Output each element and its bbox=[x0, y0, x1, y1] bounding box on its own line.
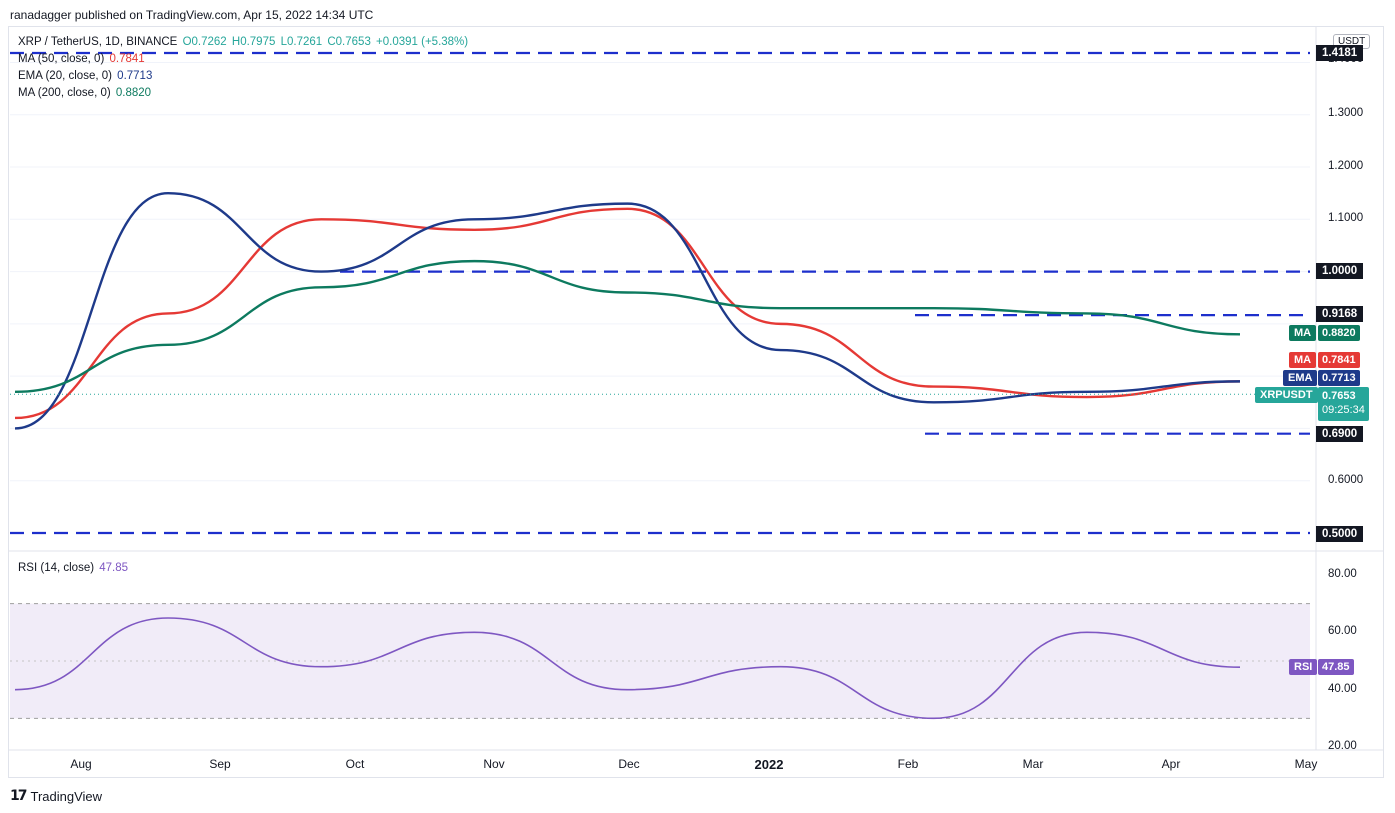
symbol-legend[interactable]: XRP / TetherUS, 1D, BINANCE O0.7262 H0.7… bbox=[18, 36, 468, 48]
ma200-legend[interactable]: MA (200, close, 0) 0.8820 bbox=[18, 87, 151, 99]
time-label: Dec bbox=[618, 757, 640, 771]
ma50-label: MA (50, close, 0) bbox=[18, 53, 105, 65]
ma50-value: 0.7841 bbox=[109, 53, 145, 65]
time-label: Sep bbox=[209, 757, 231, 771]
rsi-tick: 60.00 bbox=[1328, 625, 1357, 637]
rsi-value-tag: 47.85 bbox=[1318, 659, 1354, 675]
open-value: O0.7262 bbox=[182, 36, 227, 48]
rsi-tick: 40.00 bbox=[1328, 683, 1357, 695]
rsi-name-tag: RSI bbox=[1289, 659, 1318, 675]
tradingview-logo-icon: 17 bbox=[10, 788, 28, 804]
rsi-line bbox=[14, 617, 1241, 720]
level-tag-0-5000: 0.5000 bbox=[1316, 526, 1364, 542]
rsi-tick: 80.00 bbox=[1328, 568, 1357, 580]
change-value: +0.0391 (+5.38%) bbox=[376, 36, 469, 48]
time-label: Feb bbox=[897, 757, 919, 771]
close-value: C0.7653 bbox=[327, 36, 371, 48]
rsi-label: RSI (14, close) bbox=[18, 562, 95, 574]
level-tag-0-6900: 0.6900 bbox=[1316, 426, 1364, 442]
time-label: May bbox=[1294, 757, 1318, 771]
time-label: Aug bbox=[70, 757, 92, 771]
series-line-ma-200-close-0- bbox=[14, 259, 1241, 394]
price-tick: 1.1000 bbox=[1328, 212, 1364, 224]
ma200-value: 0.8820 bbox=[115, 87, 152, 99]
low-value: L0.7261 bbox=[280, 36, 323, 48]
ma200-price-tag: 0.8820 bbox=[1318, 325, 1360, 341]
time-label: Apr bbox=[1161, 757, 1181, 771]
series-line-ema-20-close-0- bbox=[14, 191, 1241, 430]
time-label: Oct bbox=[345, 757, 365, 771]
symbol-name-tag: XRPUSDT bbox=[1255, 387, 1318, 403]
ema20-price-tag: 0.7713 bbox=[1318, 370, 1360, 386]
tradingview-footer[interactable]: 17 TradingView bbox=[10, 788, 102, 804]
symbol-name: XRP / TetherUS, 1D, BINANCE bbox=[18, 36, 178, 48]
price-tick: 1.3000 bbox=[1328, 107, 1364, 119]
last-price: 0.7653 bbox=[1322, 390, 1356, 402]
rsi-legend-value: 47.85 bbox=[99, 562, 129, 574]
publisher-line: ranadagger published on TradingView.com,… bbox=[10, 8, 374, 22]
time-label-year: 2022 bbox=[754, 757, 784, 772]
rsi-legend[interactable]: RSI (14, close) 47.85 bbox=[18, 562, 128, 574]
time-label: Nov bbox=[483, 757, 505, 771]
rsi-tick: 20.00 bbox=[1328, 740, 1357, 752]
price-tick: 1.2000 bbox=[1328, 160, 1364, 172]
chart-frame bbox=[8, 26, 1384, 778]
high-value: H0.7975 bbox=[231, 36, 276, 48]
ma200-label: MA (200, close, 0) bbox=[18, 87, 111, 99]
time-label: Mar bbox=[1022, 757, 1044, 771]
level-tag-1-4181: 1.4181 bbox=[1316, 45, 1364, 61]
level-tag-0-9168: 0.9168 bbox=[1316, 306, 1364, 322]
ma50-legend[interactable]: MA (50, close, 0) 0.7841 bbox=[18, 53, 145, 65]
bar-countdown: 09:25:34 bbox=[1322, 404, 1365, 416]
ma200-name-tag: MA bbox=[1289, 325, 1317, 341]
ma50-name-tag: MA bbox=[1289, 352, 1317, 368]
ma50-price-tag: 0.7841 bbox=[1318, 352, 1360, 368]
brand-name: TradingView bbox=[30, 788, 103, 804]
ema20-label: EMA (20, close, 0) bbox=[18, 70, 112, 82]
last-price-tag: 0.7653 09:25:34 bbox=[1318, 387, 1369, 421]
price-tick: 0.6000 bbox=[1328, 474, 1364, 486]
level-tag-1-0000: 1.0000 bbox=[1316, 263, 1364, 279]
ema20-name-tag: EMA bbox=[1283, 370, 1318, 386]
ema20-legend[interactable]: EMA (20, close, 0) 0.7713 bbox=[18, 70, 152, 82]
series-line-ma-50-close-0- bbox=[14, 207, 1241, 420]
ema20-value: 0.7713 bbox=[117, 70, 153, 82]
